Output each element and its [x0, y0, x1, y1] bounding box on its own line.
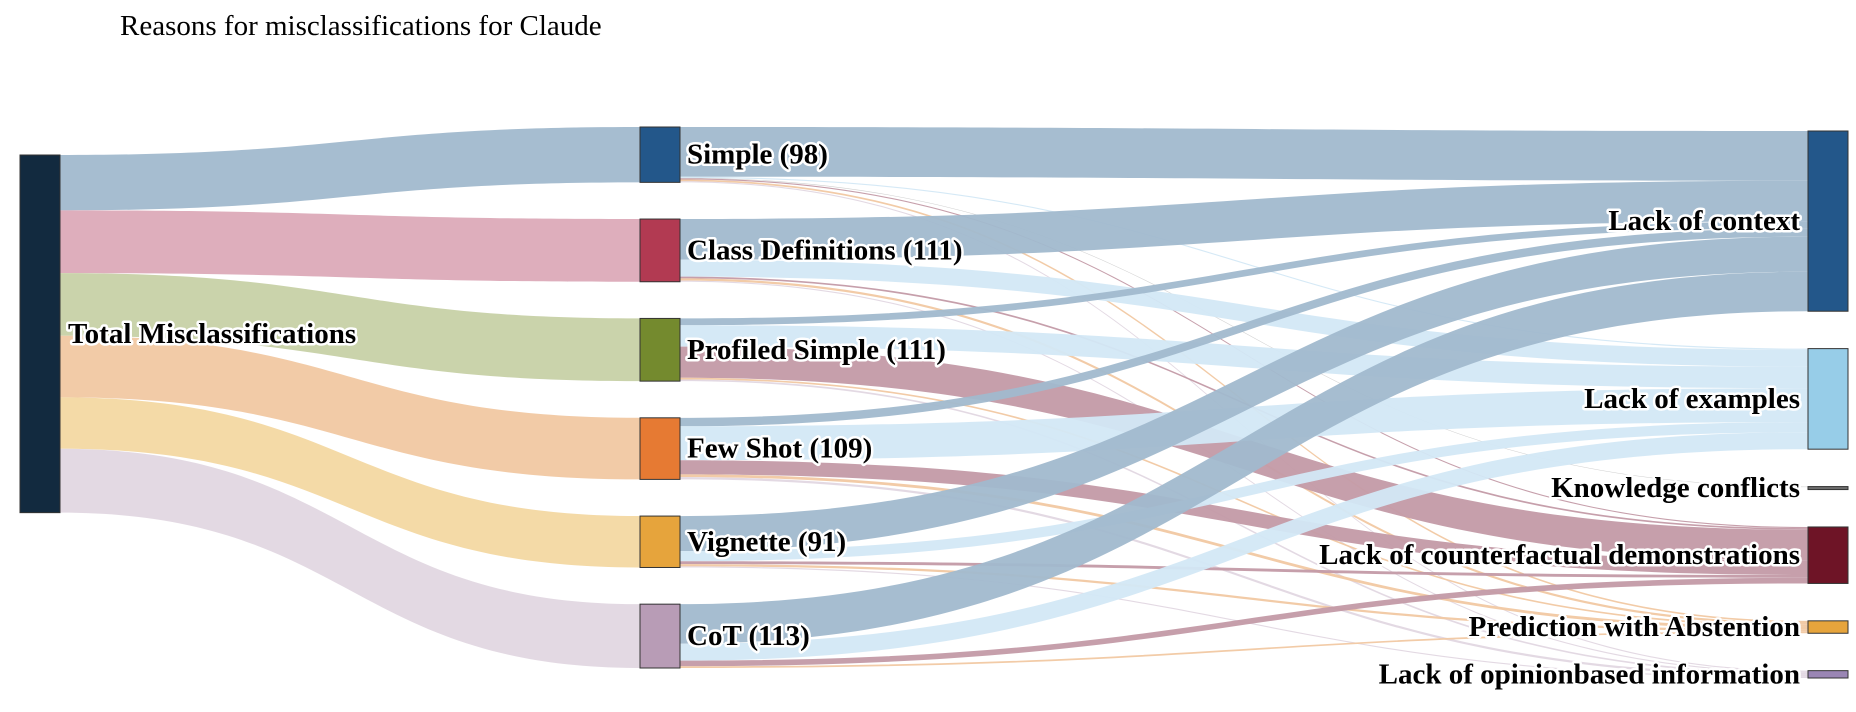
node-lack-of-opinionbased-information [1807, 670, 1849, 679]
label-few-shot: Few Shot (109) [687, 433, 872, 465]
label-cot: CoT (113) [687, 620, 810, 652]
link-total-to-vignette [60, 397, 640, 568]
node-profiled-simple [639, 317, 681, 382]
label-prediction-with-abstention: Prediction with Abstention [1469, 611, 1800, 643]
link-total-to-simple [60, 127, 640, 211]
label-vignette: Vignette (91) [687, 526, 846, 558]
link-profiled-simple-to-lack-of-context [680, 221, 1808, 326]
node-lack-of-context [1807, 130, 1849, 312]
link-vignette-to-lack-of-counterfactual-demonstrations [680, 561, 1808, 578]
node-class-definitions [639, 218, 681, 283]
label-lack-of-counterfactual-demonstrations: Lack of counterfactual demonstrations [1319, 539, 1800, 571]
label-profiled-simple: Profiled Simple (111) [687, 334, 946, 366]
link-few-shot-to-lack-of-opinionbased-information [680, 477, 1808, 677]
sankey-labels: Total Misclassifications Simple (98) Class… [66, 136, 1803, 693]
label-total-misclassifications: Total Misclassifications [68, 318, 356, 350]
node-lack-of-counterfactual-demonstrations [1807, 526, 1849, 584]
node-simple [639, 126, 681, 183]
sankey-links [60, 127, 1808, 678]
node-lack-of-examples [1807, 348, 1849, 450]
chart-title: Reasons for misclassifications for Claud… [120, 10, 602, 42]
link-profiled-simple-to-lack-of-examples [680, 325, 1808, 389]
link-class-definitions-to-lack-of-context [680, 180, 1808, 260]
link-total-to-profiled-simple [60, 273, 640, 382]
link-few-shot-to-lack-of-examples [680, 388, 1808, 461]
link-cot-to-prediction-with-abstention [680, 631, 1808, 668]
link-total-to-cot [60, 448, 640, 668]
sankey-nodes [19, 126, 1849, 679]
link-simple-to-lack-of-context [680, 127, 1808, 181]
node-total-misclassifications [19, 154, 61, 514]
link-vignette-to-lack-of-context [680, 236, 1808, 552]
link-vignette-to-prediction-with-abstention [680, 564, 1808, 632]
link-class-definitions-to-lack-of-examples [680, 259, 1808, 367]
node-cot [639, 603, 681, 669]
link-simple-to-lack-of-examples [680, 176, 1808, 350]
link-simple-to-knowledge-conflicts [680, 177, 1808, 488]
node-prediction-with-abstention [1807, 620, 1849, 634]
label-knowledge-conflicts: Knowledge conflicts [1551, 472, 1800, 504]
link-vignette-to-lack-of-examples [680, 422, 1808, 562]
link-total-to-few-shot [60, 335, 640, 480]
link-cot-to-lack-of-examples [680, 432, 1808, 661]
link-few-shot-to-lack-of-context [680, 228, 1808, 427]
label-lack-of-examples: Lack of examples [1584, 383, 1800, 415]
link-cot-to-lack-of-context [680, 271, 1808, 644]
link-total-to-class-definitions [60, 210, 640, 282]
label-lack-of-opinionbased-information: Lack of opinionbased information [1379, 658, 1800, 690]
node-knowledge-conflicts [1807, 486, 1849, 491]
node-few-shot [639, 417, 681, 480]
link-profiled-simple-to-lack-of-opinionbased-information [680, 379, 1808, 675]
link-cot-to-lack-of-counterfactual-demonstrations [680, 577, 1808, 667]
label-lack-of-context: Lack of context [1608, 205, 1800, 237]
link-few-shot-to-lack-of-counterfactual-demonstrations [680, 460, 1808, 575]
label-simple: Simple (98) [687, 139, 828, 171]
node-vignette [639, 515, 681, 568]
label-class-definitions: Class Definitions (111) [687, 234, 963, 266]
link-profiled-simple-to-prediction-with-abstention [680, 377, 1808, 627]
